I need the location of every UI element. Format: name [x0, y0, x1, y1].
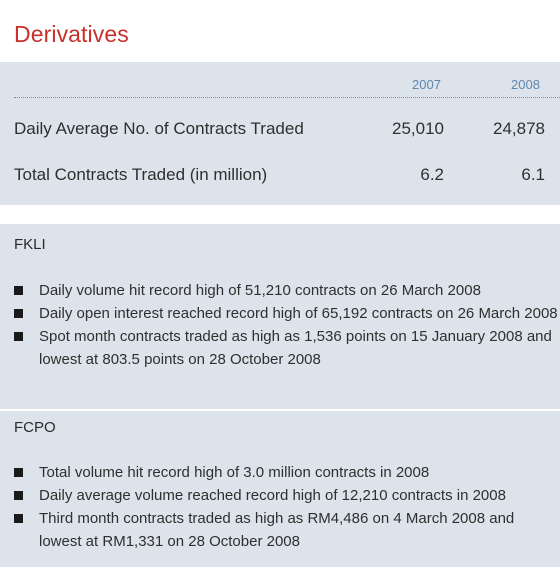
- square-bullet-icon: [14, 468, 23, 477]
- row-value-daily-average-2008: 24,878: [493, 119, 545, 138]
- fcpo-panel: [0, 411, 560, 567]
- bullet-text: Daily volume hit record high of 51,210 c…: [39, 282, 481, 299]
- row-label-total-contracts: Total Contracts Traded (in million): [14, 165, 268, 184]
- year-header-2007: 2007: [412, 77, 441, 92]
- bullet-text: Spot month contracts traded as high as 1…: [39, 328, 552, 368]
- row-value-total-contracts-2007: 6.2: [420, 165, 444, 184]
- list-item: Spot month contracts traded as high as 1…: [14, 325, 560, 371]
- fkli-section-title: FKLI: [14, 236, 46, 253]
- square-bullet-icon: [14, 491, 23, 500]
- header-divider: [14, 97, 560, 98]
- stats-panel: [0, 62, 560, 205]
- bullet-text: Daily average volume reached record high…: [39, 487, 506, 504]
- row-label-daily-average: Daily Average No. of Contracts Traded: [14, 119, 304, 138]
- list-item: Total volume hit record high of 3.0 mill…: [14, 461, 560, 484]
- square-bullet-icon: [14, 514, 23, 523]
- fkli-bullet-list: Daily volume hit record high of 51,210 c…: [14, 279, 560, 371]
- square-bullet-icon: [14, 332, 23, 341]
- row-value-total-contracts-2008: 6.1: [521, 165, 545, 184]
- year-header-2008: 2008: [511, 77, 540, 92]
- fcpo-section-title: FCPO: [14, 419, 56, 436]
- list-item: Daily average volume reached record high…: [14, 484, 560, 507]
- square-bullet-icon: [14, 309, 23, 318]
- list-item: Daily open interest reached record high …: [14, 302, 560, 325]
- list-item: Daily volume hit record high of 51,210 c…: [14, 279, 560, 302]
- bullet-text: Total volume hit record high of 3.0 mill…: [39, 464, 430, 481]
- square-bullet-icon: [14, 286, 23, 295]
- bullet-text: Daily open interest reached record high …: [39, 305, 558, 322]
- list-item: Third month contracts traded as high as …: [14, 507, 560, 553]
- bullet-text: Third month contracts traded as high as …: [39, 510, 515, 550]
- fcpo-bullet-list: Total volume hit record high of 3.0 mill…: [14, 461, 560, 553]
- fkli-panel: [0, 224, 560, 409]
- page-title: Derivatives: [14, 21, 129, 47]
- row-value-daily-average-2007: 25,010: [392, 119, 444, 138]
